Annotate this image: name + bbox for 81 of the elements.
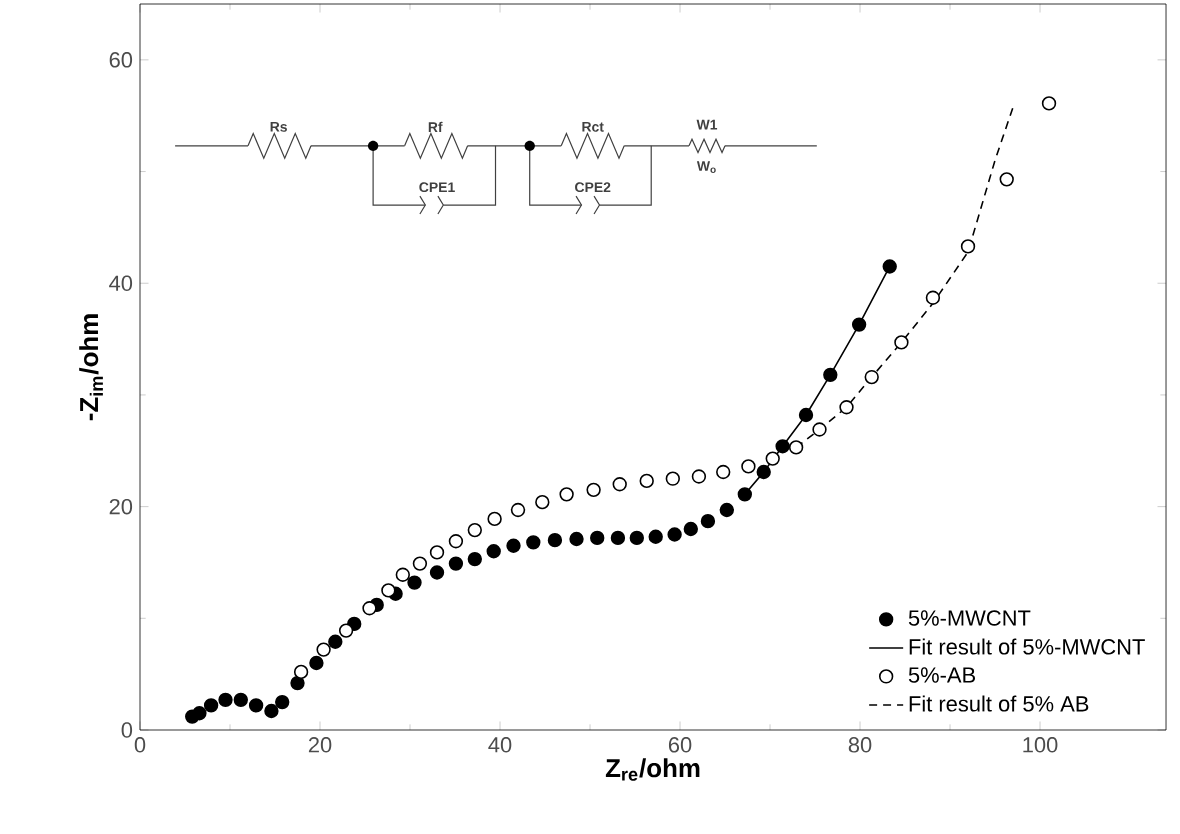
legend-label: Fit result of 5% AB — [909, 695, 1089, 712]
point — [506, 538, 521, 553]
point — [248, 698, 264, 713]
point — [798, 407, 814, 423]
point — [765, 451, 780, 466]
point — [429, 545, 445, 560]
point — [716, 464, 731, 480]
point — [510, 502, 526, 518]
x-tick-label: 60 — [668, 737, 692, 753]
x-tick-label: 100 — [1023, 737, 1058, 753]
point — [960, 239, 976, 254]
point — [429, 565, 445, 580]
x-tick-label: 20 — [308, 737, 332, 753]
point — [547, 532, 563, 548]
y-axis-title: -Z$_{im}$/ohm — [79, 314, 103, 421]
point — [264, 703, 279, 719]
point — [486, 544, 501, 559]
point — [925, 290, 941, 305]
point — [467, 551, 482, 567]
point — [612, 477, 627, 492]
point — [864, 369, 879, 385]
x-axis-title: Z$_{re}$/ohm — [605, 758, 700, 781]
point — [999, 172, 1014, 187]
point — [839, 400, 854, 415]
legend-label: 5%-AB — [908, 667, 976, 683]
x-tick-label: 40 — [488, 737, 512, 753]
point — [559, 487, 574, 502]
point — [683, 521, 698, 537]
point — [448, 534, 464, 549]
point — [719, 502, 734, 518]
point — [812, 422, 827, 437]
point — [218, 692, 233, 708]
y-tick-label: 20 — [109, 498, 133, 515]
point — [395, 567, 410, 582]
point — [775, 439, 790, 454]
point — [381, 583, 396, 598]
point — [741, 459, 756, 474]
point — [629, 530, 644, 546]
point — [290, 675, 305, 691]
point — [448, 556, 464, 571]
point — [788, 440, 804, 455]
point — [407, 575, 422, 590]
y-tick-label: 40 — [109, 275, 133, 291]
point — [590, 530, 605, 546]
point — [667, 527, 682, 542]
point — [192, 706, 207, 721]
point — [586, 482, 601, 498]
point — [328, 634, 343, 649]
x-tick-label: 0 — [134, 737, 146, 753]
point — [756, 464, 771, 480]
point — [851, 317, 867, 332]
y-tick-label: 0 — [121, 722, 133, 738]
point — [293, 664, 309, 680]
point — [737, 487, 752, 502]
point — [648, 529, 663, 544]
point — [233, 692, 248, 708]
point — [691, 469, 707, 484]
point — [535, 494, 550, 510]
point — [569, 531, 584, 547]
point — [882, 259, 897, 274]
point — [526, 535, 541, 550]
x-tick-label: 80 — [848, 737, 872, 753]
point — [1041, 96, 1057, 111]
point — [894, 335, 909, 350]
point — [203, 698, 219, 713]
y-tick-label: 60 — [109, 52, 133, 68]
point — [610, 530, 626, 546]
point — [316, 642, 331, 657]
point — [487, 511, 502, 527]
point — [700, 513, 716, 529]
point — [665, 471, 680, 486]
point — [362, 601, 377, 616]
point — [467, 522, 482, 538]
legend-label: 5%-MWCNT — [908, 610, 1031, 626]
point — [823, 367, 838, 382]
point — [309, 655, 324, 671]
point — [275, 694, 290, 710]
point — [639, 473, 654, 489]
point — [338, 623, 354, 638]
point — [412, 556, 428, 571]
legend-label: Fit result of 5%-MWCNT — [909, 638, 1145, 655]
